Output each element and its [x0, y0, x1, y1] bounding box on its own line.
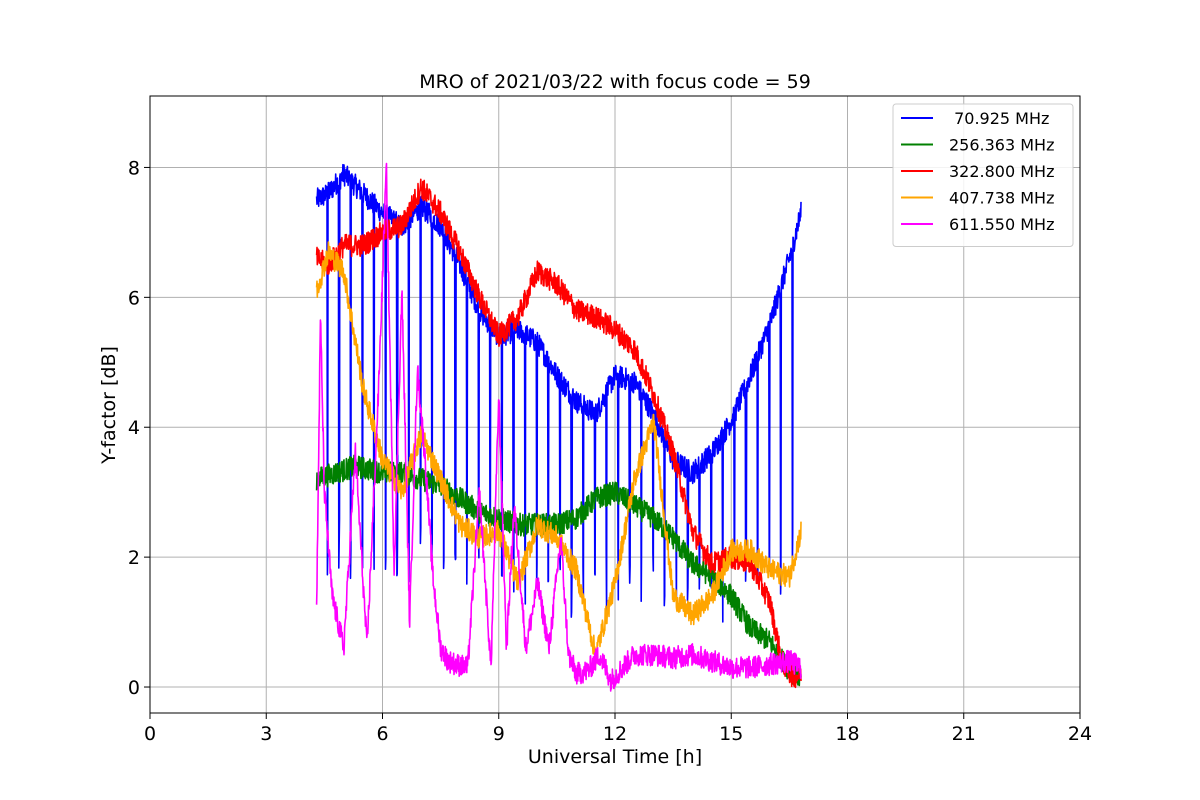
x-tick-label: 18: [835, 723, 859, 745]
y-tick-label: 4: [128, 417, 140, 439]
legend-label-2: 322.800 MHz: [949, 162, 1054, 181]
x-tick-label: 6: [376, 723, 388, 745]
series-line-2: [315, 178, 802, 689]
series-line-0: [315, 163, 802, 623]
y-axis: 0 2 4 6 8: [128, 157, 150, 699]
x-tick-label: 0: [144, 723, 156, 745]
series-line-4: [315, 162, 802, 692]
series-line-3: [315, 241, 802, 666]
legend-label-4: 611.550 MHz: [949, 215, 1054, 234]
y-tick-label: 6: [128, 287, 140, 309]
y-tick-label: 2: [128, 547, 140, 569]
y-axis-label: Y-factor [dB]: [98, 346, 120, 465]
x-tick-label: 12: [603, 723, 627, 745]
legend-label-0: 70.925 MHz: [949, 109, 1049, 128]
x-axis: 0 3 6 9 12 15 18 21 24: [144, 713, 1092, 745]
chart-title: MRO of 2021/03/22 with focus code = 59: [419, 71, 811, 93]
x-tick-label: 3: [260, 723, 272, 745]
x-tick-label: 15: [719, 723, 743, 745]
legend-label-3: 407.738 MHz: [949, 189, 1054, 208]
y-tick-label: 0: [128, 677, 140, 699]
x-axis-label: Universal Time [h]: [528, 746, 702, 768]
series-layer: [315, 162, 802, 692]
legend-box: [892, 103, 1074, 247]
x-tick-label: 24: [1068, 723, 1092, 745]
y-tick-label: 8: [128, 157, 140, 179]
legend-label-1: 256.363 MHz: [949, 136, 1054, 155]
legend: 70.925 MHz 256.363 MHz 322.800 MHz 407.738 …: [892, 103, 1074, 247]
x-tick-label: 9: [493, 723, 505, 745]
x-tick-label: 21: [952, 723, 976, 745]
